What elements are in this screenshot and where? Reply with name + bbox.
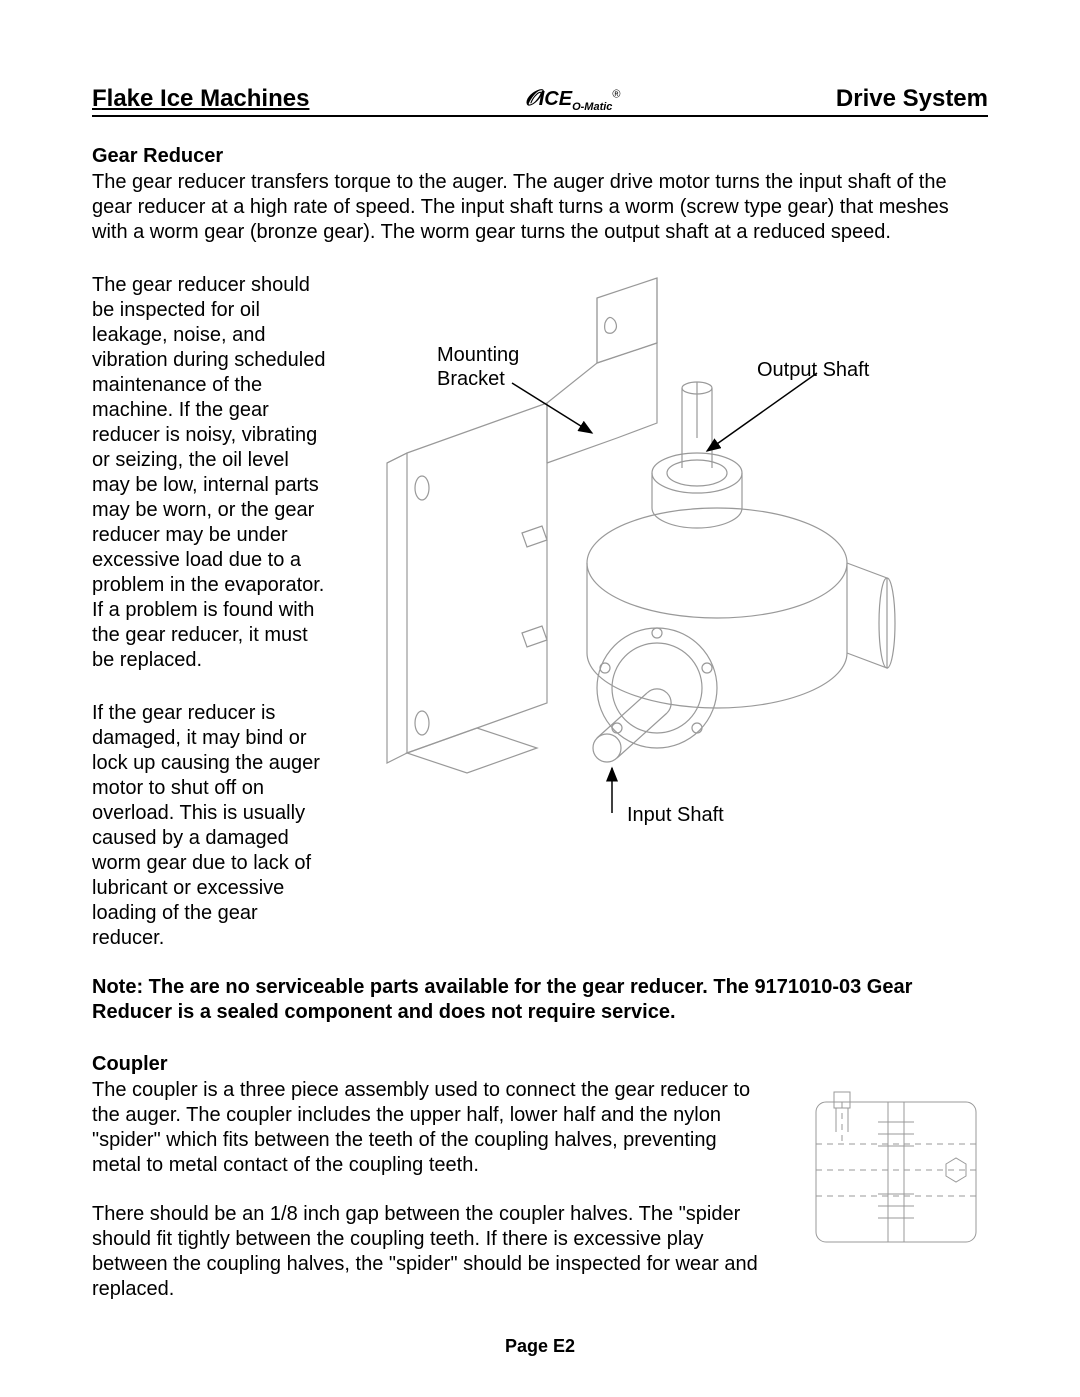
coupler-heading: Coupler	[92, 1053, 988, 1076]
coupler-svg	[798, 1084, 988, 1254]
header-center-brand: 𝒪ICEO-Matic®	[525, 85, 621, 113]
coupler-para1: The coupler is a three piece assembly us…	[92, 1078, 768, 1178]
gear-reducer-para2: The gear reducer should be inspected for…	[92, 273, 327, 673]
page-footer: Page E2	[0, 1336, 1080, 1357]
page-header: Flake Ice Machines 𝒪ICEO-Matic® Drive Sy…	[92, 85, 988, 117]
coupler-diagram	[798, 1084, 988, 1254]
service-note: Note: The are no serviceable parts avail…	[92, 975, 988, 1025]
gear-reducer-intro: The gear reducer transfers torque to the…	[92, 170, 988, 245]
gear-reducer-para3: If the gear reducer is damaged, it may b…	[92, 701, 327, 951]
label-output-shaft: Output Shaft	[757, 358, 869, 382]
coupler-row: The coupler is a three piece assembly us…	[92, 1078, 988, 1302]
brand-reg: ®	[612, 88, 620, 100]
coupler-text-block: The coupler is a three piece assembly us…	[92, 1078, 768, 1302]
brand-main: ICE	[539, 88, 572, 110]
brand-sub: O-Matic	[572, 101, 612, 113]
two-column-layout: The gear reducer should be inspected for…	[92, 273, 988, 951]
diagram-column: Mounting Bracket Output Shaft Input Shaf…	[347, 273, 988, 951]
header-left-title: Flake Ice Machines	[92, 85, 309, 113]
page-container: Flake Ice Machines 𝒪ICEO-Matic® Drive Sy…	[0, 0, 1080, 1397]
label-mounting-bracket: Mounting Bracket	[437, 343, 519, 391]
left-text-column: The gear reducer should be inspected for…	[92, 273, 327, 951]
gear-reducer-diagram: Mounting Bracket Output Shaft Input Shaf…	[347, 273, 907, 853]
coupler-para2: There should be an 1/8 inch gap between …	[92, 1202, 768, 1302]
label-input-shaft: Input Shaft	[627, 803, 724, 827]
gear-reducer-heading: Gear Reducer	[92, 145, 988, 168]
header-right-title: Drive System	[836, 85, 988, 113]
